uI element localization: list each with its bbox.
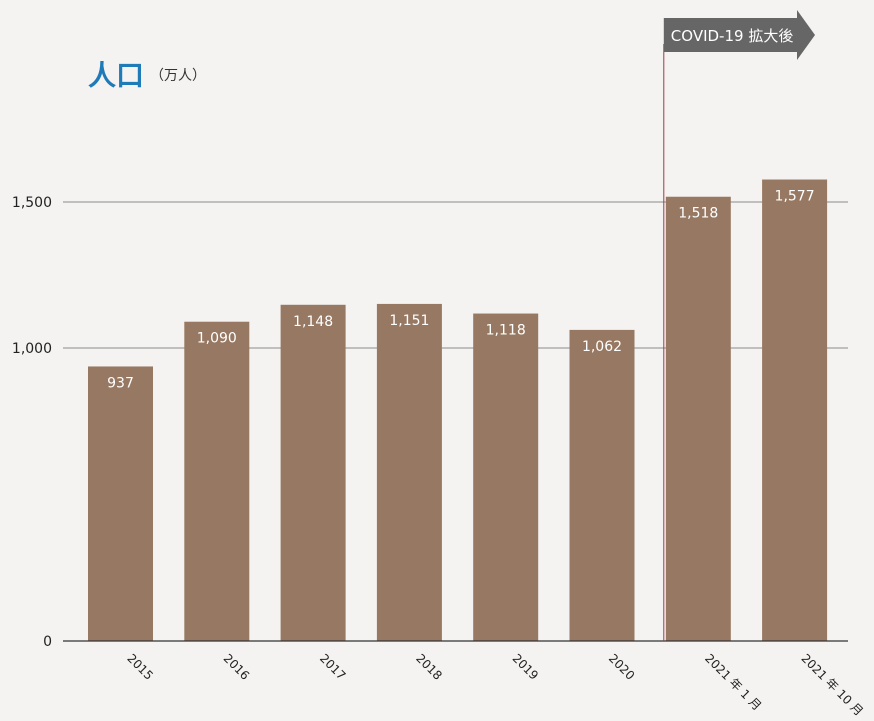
bar-value-label: 1,062 [582,339,622,355]
chart-unit: （万人） [150,68,206,84]
bar-value-label: 1,151 [389,313,429,329]
bar-value-label: 937 [107,375,134,391]
x-tick-label: 2016 [221,651,252,682]
bar-value-label: 1,148 [293,314,333,330]
bar-value-label: 1,118 [486,323,526,339]
bar [88,366,153,641]
x-tick-label: 2021 年 10 月 [798,651,865,718]
axis-layer: 2015 2016 2017 2018 2019 2020 2021 年 1 月 2021 年… [63,640,866,719]
covid-annotation: COVID-19 拡大後 [663,10,815,641]
x-tick-label: 2018 [413,651,444,682]
bar [665,196,731,641]
chart-title-group: 人口 （万人） [88,59,206,92]
chart-title: 人口 [88,59,144,92]
covid-arrow [663,10,815,60]
covid-label: COVID-19 拡大後 [671,27,794,45]
y-tick-label: 0 [43,634,52,650]
y-tick-label: 1,500 [12,195,52,211]
bar [184,321,250,641]
x-tick-label: 2015 [124,651,155,682]
bar-value-label: 1,518 [678,206,718,222]
bar [762,179,828,642]
bar [280,304,346,641]
bar [569,329,635,641]
bar-value-label: 1,090 [197,331,237,347]
bar-value-label: 1,577 [775,189,815,205]
bars-layer: 937 1,090 1,148 1,151 1,118 1,062 1,518 1,577 [88,179,828,642]
y-tick-label: 1,000 [12,341,52,357]
x-tick-label: 2021 年 1 月 [702,651,764,713]
bar [376,303,442,641]
x-tick-label: 2017 [317,651,348,682]
x-tick-label: 2020 [606,651,637,682]
x-tick-label: 2019 [510,651,541,682]
bar [473,313,539,641]
